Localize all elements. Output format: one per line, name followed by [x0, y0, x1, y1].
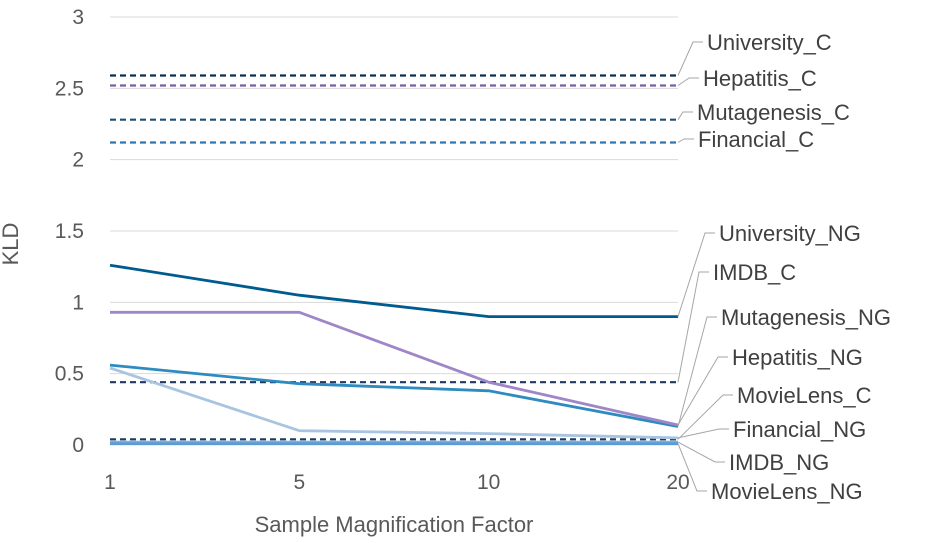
- x-tick-label: 5: [293, 471, 305, 494]
- leader-line-university-c: [677, 41, 703, 76]
- y-tick-label: 3: [72, 6, 84, 29]
- y-tick-label: 0: [72, 434, 84, 457]
- y-axis-ticks: 0 0.5 1 1.5 2 2.5 3: [55, 6, 84, 457]
- series-lines: [109, 74, 679, 446]
- series-label-financial-c: Financial_C: [698, 127, 814, 152]
- series-label-mutagenesis-c: Mutagenesis_C: [697, 100, 850, 125]
- gridlines: [110, 16, 678, 446]
- series-label-university-ng: University_NG: [719, 221, 861, 246]
- leader-line-hepatitis-ng: [677, 356, 728, 426]
- series-label-hepatitis-ng: Hepatitis_NG: [732, 345, 863, 370]
- series-label-mutagenesis-ng: Mutagenesis_NG: [721, 305, 891, 330]
- x-tick-label: 10: [477, 471, 500, 494]
- leader-line-hepatitis-c: [677, 77, 699, 86]
- leader-line-financial-ng: [677, 428, 729, 439]
- y-axis-title: KLD: [0, 223, 23, 266]
- leader-line-mutagenesis-ng: [677, 316, 717, 427]
- x-tick-label: 20: [666, 471, 689, 494]
- series-labels: University_CHepatitis_CMutagenesis_CFina…: [697, 30, 891, 504]
- series-line-hepatitis-ng: [110, 310, 679, 427]
- series-label-movielens-c: MovieLens_C: [737, 383, 872, 408]
- x-tick-label: 1: [104, 471, 116, 494]
- x-axis-ticks: 1 5 10 20: [104, 471, 690, 494]
- series-label-university-c: University_C: [707, 30, 832, 55]
- leader-line-movielens-ng: [677, 443, 707, 492]
- label-leaders: [677, 41, 733, 492]
- series-line-university-ng: [109, 263, 678, 319]
- series-label-movielens-ng: MovieLens_NG: [711, 479, 863, 504]
- y-tick-label: 1: [72, 291, 84, 314]
- y-tick-label: 0.5: [55, 363, 84, 386]
- series-line-financial-ng: [109, 366, 679, 440]
- y-tick-label: 2.5: [55, 77, 84, 100]
- series-line-mutagenesis-ng: [109, 363, 679, 428]
- series-label-imdb-ng: IMDB_NG: [729, 450, 829, 475]
- leader-line-university-ng: [677, 232, 715, 317]
- leader-line-movielens-c: [677, 394, 733, 440]
- y-tick-label: 1.5: [55, 220, 84, 243]
- leader-line-mutagenesis-c: [677, 111, 693, 120]
- leader-line-imdb-c: [677, 271, 709, 383]
- series-label-imdb-c: IMDB_C: [713, 260, 796, 285]
- leader-line-imdb-ng: [677, 441, 725, 463]
- x-axis-title: Sample Magnification Factor: [255, 512, 534, 537]
- series-label-financial-ng: Financial_NG: [733, 417, 866, 442]
- leader-line-financial-c: [677, 138, 694, 143]
- y-tick-label: 2: [72, 149, 84, 172]
- series-label-hepatitis-c: Hepatitis_C: [703, 66, 817, 91]
